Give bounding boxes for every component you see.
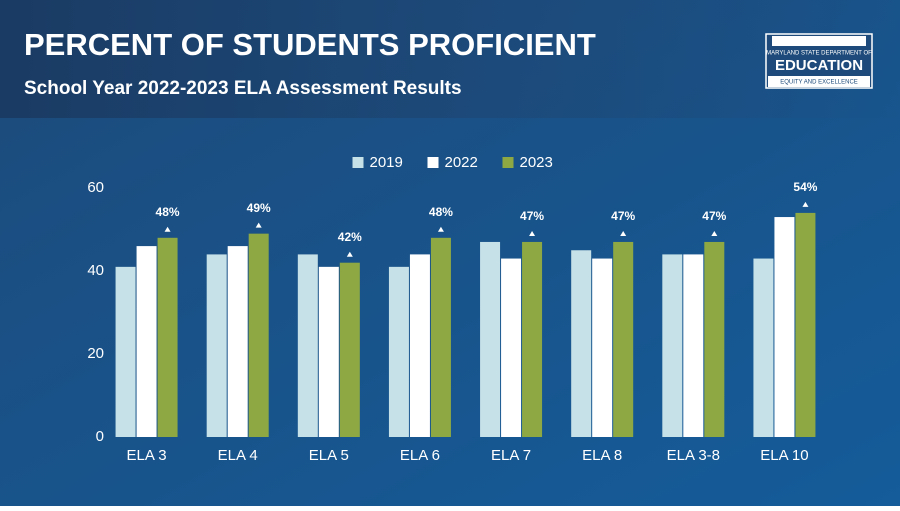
- value-label: 47%: [611, 209, 635, 223]
- bar: [115, 266, 136, 437]
- y-tick-label: 0: [96, 428, 104, 445]
- value-label: 48%: [429, 205, 453, 219]
- label-pointer: [164, 226, 171, 232]
- x-tick-label: ELA 6: [400, 447, 440, 464]
- x-tick-label: ELA 3-8: [667, 447, 720, 464]
- bar: [227, 246, 248, 437]
- legend-swatch: [427, 157, 439, 168]
- y-tick-label: 60: [87, 179, 104, 196]
- label-pointer: [346, 251, 353, 257]
- legend-label: 2019: [370, 154, 403, 171]
- label-pointer: [802, 201, 809, 207]
- bar: [430, 237, 451, 437]
- logo-text: EQUITY AND EXCELLENCE: [780, 80, 858, 86]
- bar: [571, 250, 592, 437]
- legend-label: 2022: [445, 154, 478, 171]
- value-label: 42%: [338, 230, 362, 244]
- bar: [480, 241, 501, 437]
- bar: [248, 233, 269, 437]
- bar: [592, 258, 613, 437]
- x-tick-label: ELA 7: [491, 447, 531, 464]
- logo-text: EDUCATION: [775, 57, 863, 74]
- legend-swatch: [352, 157, 364, 168]
- label-pointer: [711, 230, 718, 236]
- label-pointer: [620, 230, 627, 236]
- bar: [388, 266, 409, 437]
- bar: [522, 241, 543, 437]
- header-band: [0, 0, 900, 118]
- legend-swatch: [502, 157, 514, 168]
- y-tick-label: 20: [87, 345, 104, 362]
- bar: [339, 262, 360, 437]
- bar: [613, 241, 634, 437]
- bar: [297, 254, 318, 437]
- label-pointer: [255, 222, 262, 228]
- value-label: 47%: [702, 209, 726, 223]
- x-tick-label: ELA 3: [127, 447, 167, 464]
- bar: [318, 266, 339, 437]
- x-tick-label: ELA 4: [218, 447, 258, 464]
- bar: [753, 258, 774, 437]
- logo-skyline: [772, 36, 866, 46]
- y-tick-label: 40: [87, 262, 104, 279]
- legend-label: 2023: [520, 154, 553, 171]
- x-tick-label: ELA 10: [760, 447, 808, 464]
- chart-title: PERCENT OF STUDENTS PROFICIENT: [24, 27, 596, 62]
- bar: [683, 254, 704, 437]
- logo-text: MARYLAND STATE DEPARTMENT OF: [766, 51, 872, 57]
- x-tick-label: ELA 5: [309, 447, 349, 464]
- logo-strip: [768, 76, 870, 87]
- value-label: 49%: [247, 201, 271, 215]
- bar: [206, 254, 227, 437]
- bar: [795, 212, 816, 437]
- value-label: 54%: [793, 180, 817, 194]
- chart-subtitle: School Year 2022-2023 ELA Assessment Res…: [24, 78, 462, 99]
- bar: [136, 246, 157, 437]
- bar: [409, 254, 430, 437]
- logo: MARYLAND STATE DEPARTMENT OF EDUCATION E…: [765, 33, 873, 89]
- value-label: 48%: [156, 205, 180, 219]
- label-pointer: [529, 230, 536, 236]
- bar: [774, 217, 795, 437]
- bar: [501, 258, 522, 437]
- bar: [662, 254, 683, 437]
- bar: [704, 241, 725, 437]
- label-pointer: [437, 226, 444, 232]
- bar: [157, 237, 178, 437]
- x-tick-label: ELA 8: [582, 447, 622, 464]
- value-label: 47%: [520, 209, 544, 223]
